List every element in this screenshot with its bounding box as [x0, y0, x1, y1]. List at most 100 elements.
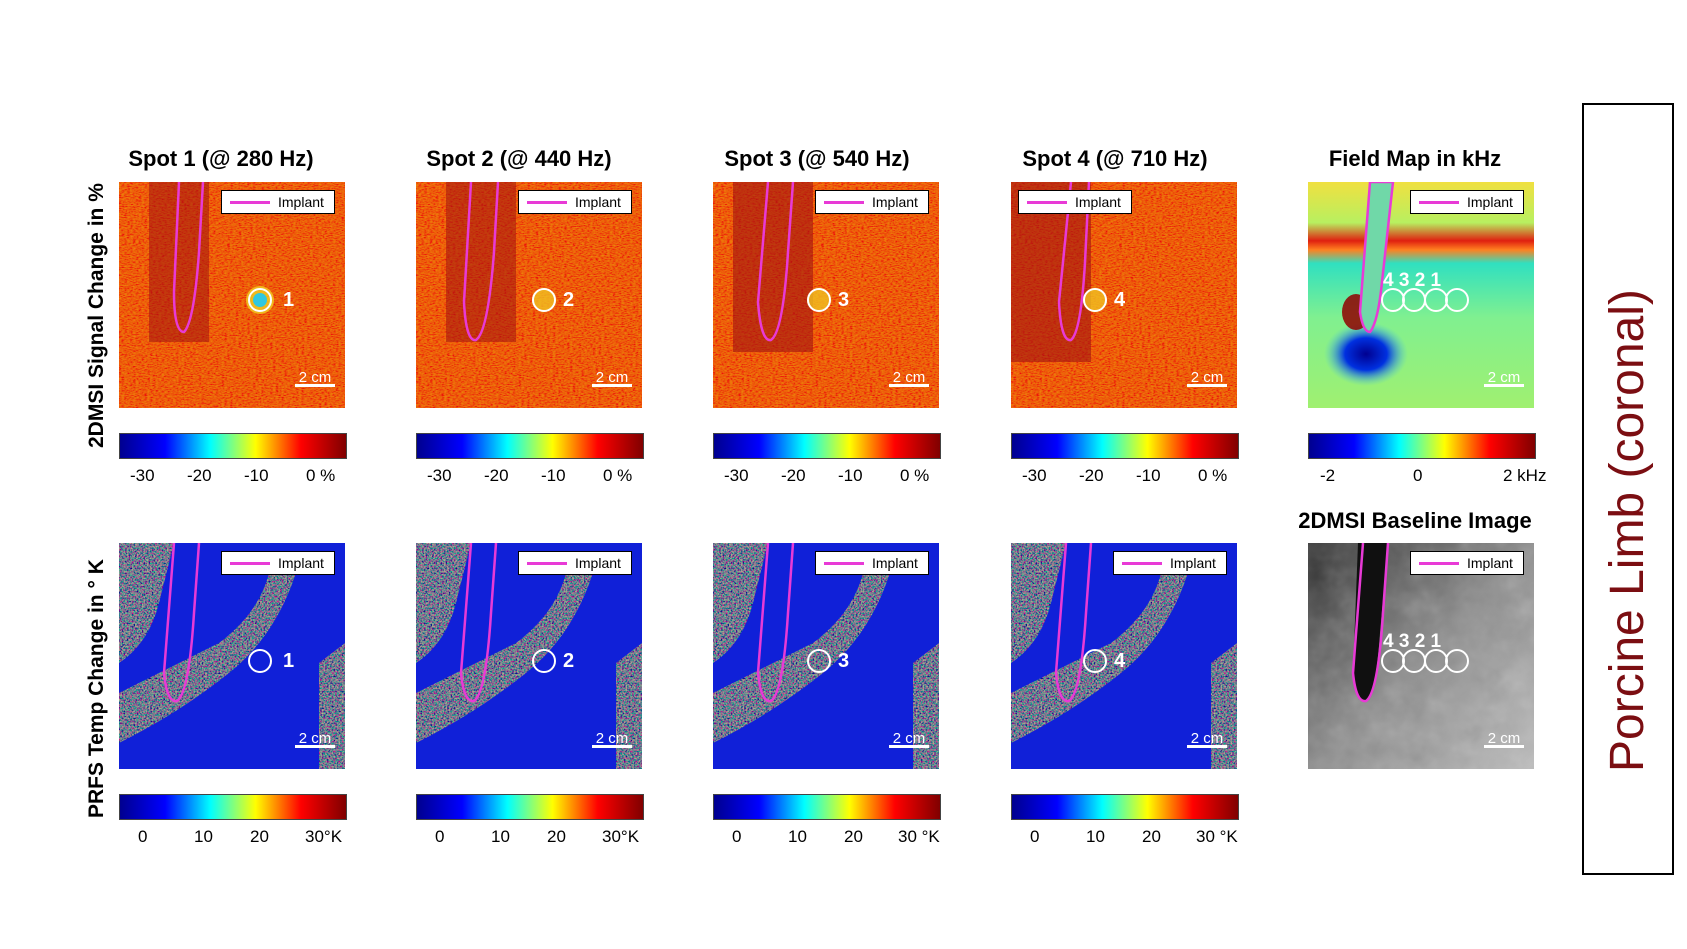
tick-label: 30 °K [898, 827, 940, 846]
spot-circle [807, 649, 831, 673]
tick-label: 0 % [306, 466, 336, 485]
scale-label: 2 cm [1190, 730, 1224, 747]
row-label-temp: PRFS Temp Change in ° K [85, 559, 108, 818]
tick-label: 10 [491, 827, 510, 846]
tick-label: 0 % [603, 466, 633, 485]
row-label-signal: 2DMSI Signal Change in % [85, 183, 108, 448]
tick-label: -10 [244, 466, 269, 485]
tick-label: 0 % [1198, 466, 1228, 485]
implant-legend: Implant [518, 551, 632, 575]
spot-number-1: 1 [283, 650, 295, 672]
implant-legend: Implant [1410, 190, 1524, 214]
tick-label: 30 °K [1196, 827, 1238, 846]
legend-label: Implant [1170, 555, 1216, 571]
tick-label: -10 [541, 466, 566, 485]
colorbar-temp-2 [416, 794, 644, 820]
implant-line-icon [230, 200, 270, 204]
spot-circle [248, 288, 272, 312]
colorbar-signal-2 [416, 433, 644, 459]
implant-line-icon [527, 561, 567, 565]
legend-label: Implant [872, 194, 918, 210]
implant-line-icon [824, 200, 864, 204]
tick-label: -30 [130, 466, 155, 485]
spot-circle [248, 649, 272, 673]
legend-label: Implant [575, 194, 621, 210]
implant-line-icon [230, 561, 270, 565]
scale-bar: 2 cm [1187, 730, 1227, 748]
field-map [1308, 182, 1534, 408]
tick-label: -30 [1022, 466, 1047, 485]
implant-line-icon [1027, 200, 1067, 204]
scale-label: 2 cm [1487, 369, 1521, 386]
tick-label: 30°K [602, 827, 640, 846]
title-field-map: Field Map in kHz [1328, 146, 1502, 171]
spot-circle [1083, 288, 1107, 312]
spot-circle [532, 649, 556, 673]
colorbar-signal-3 [713, 433, 941, 459]
spot-number-3: 3 [838, 650, 850, 672]
side-label: Porcine Limb (coronal) [1601, 289, 1654, 772]
colorbar-temp-4 [1011, 794, 1239, 820]
tick-label: -30 [724, 466, 749, 485]
scale-bar: 2 cm [1187, 369, 1227, 387]
spot-circle [807, 288, 831, 312]
tick-label: 10 [788, 827, 807, 846]
baseline-image [1308, 543, 1534, 769]
title-spot-4: Spot 4 (@ 710 Hz) [1022, 146, 1208, 171]
title-spot-1: Spot 1 (@ 280 Hz) [128, 146, 314, 171]
legend-label: Implant [278, 555, 324, 571]
tick-label: -20 [484, 466, 509, 485]
spot-number-4: 4 [1114, 650, 1126, 672]
implant-line-icon [1419, 200, 1459, 204]
scale-bar: 2 cm [295, 730, 335, 748]
temp-map-spot-1 [119, 543, 345, 769]
spot-circle [1083, 649, 1107, 673]
spot-number-4: 4 [1114, 289, 1126, 311]
colorbar-temp-1 [119, 794, 347, 820]
temp-map-spot-2 [416, 543, 642, 769]
colorbar-field [1308, 433, 1536, 459]
spot-number-3: 3 [838, 289, 850, 311]
side-label-box [1582, 103, 1674, 875]
implant-legend: Implant [1018, 190, 1132, 214]
scale-label: 2 cm [595, 730, 629, 747]
tick-label: 30°K [305, 827, 343, 846]
title-spot-2: Spot 2 (@ 440 Hz) [426, 146, 612, 171]
legend-label: Implant [1075, 194, 1121, 210]
scale-label: 2 cm [298, 369, 332, 386]
implant-line-icon [1419, 561, 1459, 565]
spot-circle [532, 288, 556, 312]
tick-label: 20 [250, 827, 269, 846]
scale-label: 2 cm [1190, 369, 1224, 386]
temp-map-spot-4 [1011, 543, 1237, 769]
tick-label: 20 [844, 827, 863, 846]
implant-line-icon [527, 200, 567, 204]
title-baseline: 2DMSI Baseline Image [1298, 508, 1532, 533]
spot-number-2: 2 [563, 289, 575, 311]
tick-label: 0 [138, 827, 148, 846]
implant-line-icon [824, 561, 864, 565]
scale-bar: 2 cm [295, 369, 335, 387]
scale-label: 2 cm [892, 369, 926, 386]
legend-label: Implant [278, 194, 324, 210]
tick-label: 0 [435, 827, 445, 846]
tick-label: -10 [1136, 466, 1161, 485]
signal-map-spot-2 [416, 182, 642, 408]
legend-label: Implant [575, 555, 621, 571]
tick-label: 0 [1413, 466, 1423, 485]
tick-label: -20 [781, 466, 806, 485]
tick-label: 10 [1086, 827, 1105, 846]
colorbar-signal-1 [119, 433, 347, 459]
implant-legend: Implant [815, 190, 929, 214]
scale-label: 2 cm [595, 369, 629, 386]
implant-legend: Implant [815, 551, 929, 575]
tick-label: 2 kHz [1503, 466, 1547, 485]
tick-label: -20 [1079, 466, 1104, 485]
field-spot-numbers: 4 3 2 1 [1383, 270, 1442, 291]
tick-label: 20 [547, 827, 566, 846]
scale-bar: 2 cm [1484, 730, 1524, 748]
legend-label: Implant [872, 555, 918, 571]
temp-map-spot-3 [713, 543, 939, 769]
implant-legend: Implant [518, 190, 632, 214]
scale-label: 2 cm [298, 730, 332, 747]
